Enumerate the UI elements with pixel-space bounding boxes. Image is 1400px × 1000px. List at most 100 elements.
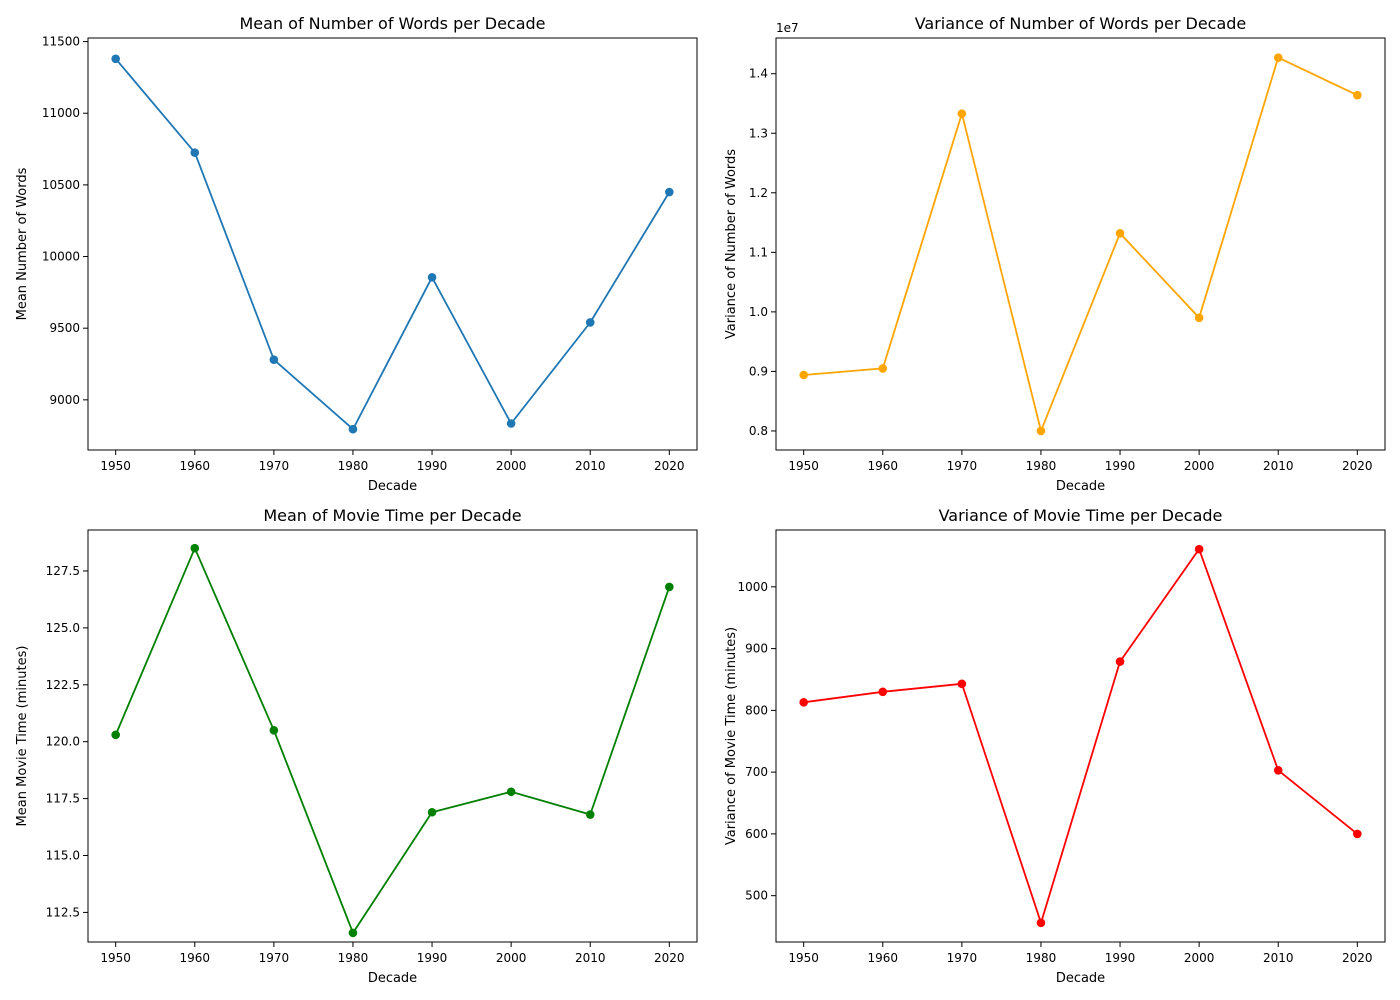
chart-1-point — [111, 54, 120, 64]
chart-2-point — [1036, 426, 1046, 436]
chart-3-y-tick-label: 117.5 — [46, 792, 80, 806]
chart-3-x-tick-label: 2000 — [496, 951, 527, 965]
chart-3-y-tick-label: 122.5 — [46, 678, 80, 692]
chart-1-point — [269, 355, 279, 365]
chart-1-x-axis-label: Decade — [368, 479, 417, 494]
chart-1-y-axis-label: Mean Number of Words — [15, 167, 30, 320]
chart-2-point — [1115, 228, 1125, 238]
chart-4-x-tick-label: 1950 — [788, 951, 819, 965]
chart-2-x-tick-label: 1960 — [867, 459, 898, 473]
chart-2-x-tick-label: 1980 — [1026, 459, 1057, 473]
chart-4-point — [957, 679, 967, 689]
chart-4-series-line — [803, 548, 1358, 924]
chart-1-point — [585, 318, 595, 327]
chart-1-x-tick-label: 1950 — [100, 459, 131, 473]
chart-1-x-tick-label: 1960 — [179, 459, 210, 473]
chart-2-x-tick-label: 2000 — [1184, 459, 1215, 473]
chart-3-title: Mean of Movie Time per Decade — [263, 506, 521, 525]
chart-2-point — [878, 364, 888, 373]
chart-1-x-tick-label: 1990 — [417, 459, 448, 473]
chart-1-y-tick-label: 9500 — [49, 321, 80, 335]
chart-4-y-tick-label: 800 — [745, 703, 768, 717]
chart-4-point — [1194, 544, 1204, 554]
chart-1-y-tick-label: 11500 — [42, 35, 80, 49]
chart-1-point — [665, 187, 674, 197]
chart-3-x-axis-label: Decade — [368, 971, 417, 986]
chart-2-point — [1353, 90, 1362, 100]
chart-4-point — [1036, 918, 1046, 928]
chart-2-y-tick-label: 1.3 — [749, 126, 768, 140]
chart-4-point — [1353, 829, 1362, 839]
chart-4-point — [799, 698, 808, 707]
chart-1-point — [427, 273, 437, 282]
chart-3-x-tick-label: 1950 — [100, 951, 131, 965]
chart-3-y-tick-label: 112.5 — [46, 905, 80, 919]
chart-3-point — [585, 810, 595, 819]
chart-2-point — [799, 370, 808, 380]
chart-1-y-tick-label: 9000 — [49, 393, 80, 407]
chart-2-y-tick-label: 1.1 — [749, 245, 768, 259]
chart-1-plot-frame — [87, 37, 698, 451]
chart-3-x-tick-label: 2010 — [575, 951, 606, 965]
chart-4-x-tick-label: 1990 — [1105, 951, 1136, 965]
chart-1-y-tick-label: 10000 — [42, 250, 80, 264]
chart-3-y-tick-label: 127.5 — [46, 564, 80, 578]
chart-2-x-tick-label: 2010 — [1263, 459, 1294, 473]
chart-2-y-tick-label: 1.2 — [749, 186, 768, 200]
chart-1-y-tick-label: 11000 — [42, 106, 80, 120]
chart-4-y-tick-label: 600 — [745, 827, 768, 841]
chart-3: Mean of Movie Time per Decade 1950 1960 197… — [15, 506, 698, 986]
chart-2-x-tick-label: 1950 — [788, 459, 819, 473]
chart-3-point — [111, 730, 120, 740]
chart-1-point — [506, 419, 516, 428]
chart-1-series-line — [115, 58, 671, 431]
chart-4-point — [1115, 657, 1125, 666]
chart-2-y-tick-label: 0.9 — [749, 364, 768, 378]
chart-3-point — [348, 928, 358, 938]
chart-4-y-tick-label: 900 — [745, 642, 768, 656]
chart-3-point — [506, 787, 516, 797]
chart-4-x-tick-label: 1980 — [1026, 951, 1057, 965]
chart-4-y-tick-label: 500 — [745, 889, 768, 903]
chart-2-title: Variance of Number of Words per Decade — [915, 14, 1247, 33]
chart-3-plot-frame — [87, 529, 698, 943]
chart-1-point — [190, 148, 200, 157]
chart-3-point — [427, 807, 437, 817]
chart-4-plot-frame — [775, 529, 1386, 943]
chart-2-x-axis-label: Decade — [1056, 479, 1105, 494]
chart-1-title: Mean of Number of Words per Decade — [239, 14, 545, 33]
chart-4-y-tick-label: 1000 — [737, 580, 768, 594]
chart-4-x-tick-label: 2010 — [1263, 951, 1294, 965]
chart-1-x-tick-label: 2020 — [654, 459, 685, 473]
chart-4: Variance of Movie Time per Decade 1950 196… — [724, 506, 1386, 986]
chart-3-x-tick-label: 2020 — [654, 951, 685, 965]
chart-3-y-tick-label: 115.0 — [46, 849, 80, 863]
chart-2-offset-text: 1e7 — [776, 21, 799, 35]
chart-1-point — [348, 424, 358, 434]
chart-4-x-tick-label: 1970 — [947, 951, 978, 965]
chart-3-x-tick-label: 1990 — [417, 951, 448, 965]
chart-2-series-line — [803, 56, 1358, 432]
chart-1-x-tick-label: 1970 — [259, 459, 290, 473]
chart-4-x-tick-label: 2020 — [1342, 951, 1373, 965]
chart-1-x-tick-label: 2000 — [496, 459, 527, 473]
chart-2-y-tick-label: 0.8 — [749, 424, 768, 438]
chart-3-point — [665, 582, 674, 592]
chart-4-x-tick-label: 2000 — [1184, 951, 1215, 965]
chart-2: Variance of Number of Words per Decade 19… — [724, 14, 1386, 494]
chart-2-point — [957, 109, 967, 118]
chart-3-series-line — [114, 547, 671, 934]
chart-4-y-axis-label: Variance of Movie Time (minutes) — [724, 627, 739, 845]
chart-2-plot-frame — [775, 37, 1386, 451]
chart-4-title: Variance of Movie Time per Decade — [939, 506, 1223, 525]
chart-2-x-tick-label: 1990 — [1105, 459, 1136, 473]
chart-3-x-tick-label: 1970 — [259, 951, 290, 965]
chart-3-y-axis-label: Mean Movie Time (minutes) — [15, 646, 30, 827]
chart-2-x-tick-label: 1970 — [947, 459, 978, 473]
chart-2-point — [1273, 53, 1283, 62]
chart-3-x-tick-label: 1980 — [338, 951, 369, 965]
chart-4-point — [878, 687, 888, 697]
chart-2-y-tick-label: 1.4 — [749, 67, 768, 81]
chart-1-y-tick-label: 10500 — [42, 178, 80, 192]
